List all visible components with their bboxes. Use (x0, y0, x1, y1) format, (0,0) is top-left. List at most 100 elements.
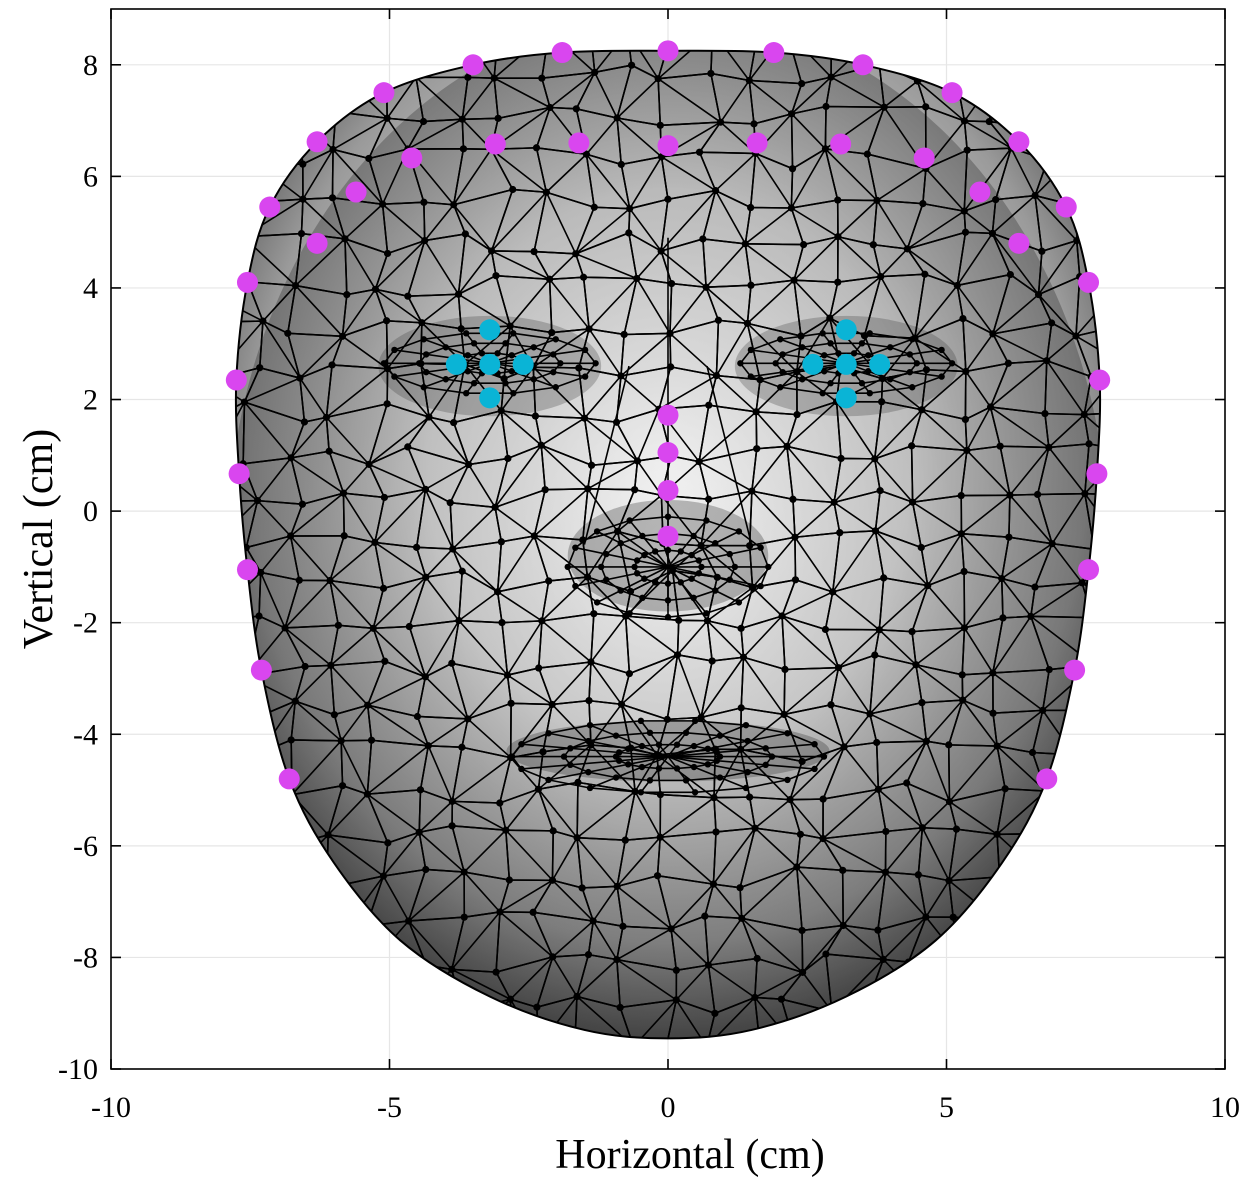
landmark-point-magenta (1008, 131, 1030, 153)
mesh-cell (952, 916, 1005, 969)
mesh-edge (667, 566, 740, 604)
mesh-node (329, 145, 337, 154)
mesh-edge (615, 731, 651, 737)
mesh-node (284, 329, 292, 337)
landmark-point-magenta (1064, 659, 1086, 681)
mesh-node (587, 461, 596, 469)
mesh-node (633, 457, 642, 465)
mesh-node (300, 28, 307, 35)
mesh-node (828, 28, 835, 35)
mesh-edge (511, 756, 523, 770)
mesh-node (1045, 443, 1053, 451)
mesh-node (530, 247, 538, 256)
mesh-node (461, 230, 469, 238)
mesh-edge (853, 370, 869, 375)
mesh-node (667, 925, 675, 933)
mesh-node (617, 700, 626, 708)
mesh-node (587, 28, 594, 35)
mesh-node (208, 199, 215, 206)
y-tick-label: -6 (73, 830, 98, 863)
mesh-node (458, 743, 466, 751)
mesh-cell (1072, 752, 1101, 804)
mesh-node (1081, 706, 1089, 714)
mesh-node (834, 233, 842, 241)
mesh-edge (802, 342, 831, 349)
mesh-cell (1031, 908, 1092, 973)
landmark-point-magenta (1036, 768, 1058, 790)
mesh-edge (563, 747, 571, 758)
mesh-node (741, 240, 749, 248)
mesh-edge (640, 720, 669, 758)
mesh-node (616, 1003, 624, 1012)
mesh-node (621, 836, 629, 844)
mesh-node (903, 245, 911, 253)
mesh-node (613, 882, 621, 890)
mesh-node (465, 460, 473, 469)
mesh-node (492, 272, 500, 280)
mesh-node (496, 799, 504, 807)
mesh-node (876, 1043, 883, 1050)
mesh-node (208, 241, 215, 248)
mesh-cell (1075, 275, 1101, 338)
x-axis-label: Horizontal (cm) (555, 1132, 824, 1178)
mesh-cell (249, 793, 293, 847)
mesh-node (208, 582, 215, 589)
mesh-edge (698, 566, 703, 574)
mesh-node (714, 316, 723, 324)
mesh-edge (680, 577, 692, 584)
mesh-node (339, 489, 348, 497)
mesh-node (836, 529, 844, 537)
mesh-node (328, 194, 337, 202)
mesh-node (822, 102, 830, 111)
mesh-node (454, 290, 463, 298)
mesh-node (244, 958, 252, 966)
mesh-node (379, 872, 387, 880)
mesh-node (613, 114, 621, 122)
mesh-node (657, 247, 665, 255)
mesh-node (464, 73, 472, 81)
mesh-node (748, 583, 757, 592)
mesh-node (257, 109, 265, 117)
mesh-node (295, 576, 303, 584)
mesh-cell (283, 875, 348, 928)
mesh-node (996, 442, 1004, 450)
mesh-cell (947, 50, 1006, 80)
mesh-node (1072, 332, 1080, 340)
y-tick-label: -2 (73, 607, 98, 640)
mesh-edge (719, 734, 748, 742)
y-tick-label: -8 (73, 941, 98, 974)
mesh-node (922, 366, 931, 374)
mesh-node (711, 1009, 719, 1017)
mesh-edge (620, 589, 643, 599)
mesh-node (963, 446, 971, 455)
mesh-node (914, 871, 922, 879)
mesh-node (697, 713, 705, 721)
mesh-cell (988, 966, 1037, 1008)
mesh-node (656, 121, 664, 129)
mesh-edge (489, 362, 586, 378)
mesh-node (826, 314, 834, 322)
mesh-node (585, 697, 593, 705)
landmark-point-magenta (657, 404, 679, 426)
mesh-edge (596, 566, 669, 604)
mesh-node (619, 922, 627, 930)
axis-ticks: -10 -5 0 5 10 8 6 4 2 0 -2 -4 -6 -8 -10 (58, 9, 1240, 1124)
mesh-edge (759, 547, 770, 568)
mesh-node (421, 236, 429, 245)
mesh-node (405, 917, 413, 925)
mesh-node (874, 926, 882, 934)
mesh-node (590, 610, 598, 618)
mesh-node (957, 491, 965, 500)
mesh-edge (533, 346, 554, 356)
mesh-node (573, 834, 581, 842)
mesh-node (421, 673, 429, 681)
mesh-node (532, 144, 541, 152)
mesh-node (788, 165, 797, 173)
mesh-node (1121, 703, 1128, 710)
mesh-node (208, 1043, 215, 1050)
mesh-node (819, 835, 827, 843)
mesh-node (709, 28, 716, 35)
mesh-node (1121, 492, 1128, 499)
mesh-edge (750, 362, 847, 378)
mesh-node (1039, 706, 1047, 714)
